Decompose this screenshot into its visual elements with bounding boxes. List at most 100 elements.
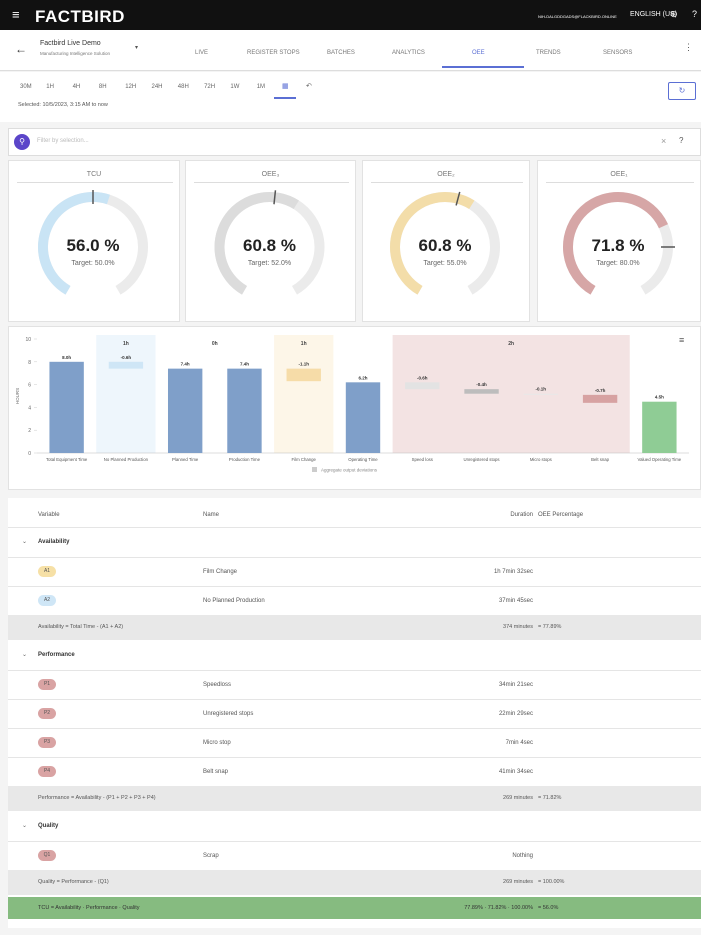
bar (345, 382, 381, 453)
bar (523, 393, 559, 395)
clear-icon[interactable]: × (661, 136, 667, 146)
value-label: 6.2h (358, 375, 367, 380)
more-icon[interactable]: ⋮ (684, 42, 693, 52)
value-label: 4.5h (655, 395, 664, 400)
variable-badge: P2 (38, 708, 56, 719)
gauge-title-rule (17, 182, 173, 183)
y-tick-label: 8 (28, 360, 31, 366)
summary-duration: 269 minutes (503, 795, 533, 801)
language[interactable]: ENGLISH (US) (630, 11, 678, 18)
gauge-title: TCU (86, 171, 102, 178)
row-rule (8, 586, 701, 587)
section-title[interactable]: Availability (38, 539, 70, 545)
value-label: -0.6h (121, 355, 132, 360)
summary-percentage: = 77.89% (538, 624, 562, 630)
row-rule (8, 728, 701, 729)
back-arrow[interactable]: ← (15, 42, 27, 56)
gauge-card: OEE₁ 71.8 % Target: 80.0% (537, 160, 701, 322)
x-tick-label: Total Equipment Time (46, 457, 88, 462)
total-factors: 77.89% · 71.82% · 100.00% (464, 905, 533, 911)
time-button[interactable]: 4H (72, 84, 81, 90)
section-title[interactable]: Quality (38, 823, 59, 829)
section-chevron[interactable]: ⌄ (22, 539, 28, 545)
variable-badge: P4 (38, 766, 56, 777)
help-icon[interactable]: ? (692, 9, 698, 19)
row-duration: 37min 45sec (498, 598, 533, 604)
row-name: Scrap (203, 853, 219, 859)
chart-card: 1h 0h 1h 2h 0 2 4 6 8 10 HOURS 8.0h Total Equipment … (8, 326, 701, 490)
calendar-button[interactable]: ▦ (282, 83, 289, 90)
menu-icon[interactable]: ≡ (12, 7, 20, 22)
nav-tab[interactable]: ANALYTICS (392, 50, 425, 56)
variable-badge: P1 (38, 679, 56, 690)
group-band (392, 335, 630, 453)
nav-tab[interactable]: OEE (472, 50, 485, 56)
column-header: Variable (38, 512, 60, 518)
gauge-target: Target: 80.0% (596, 260, 639, 267)
summary-percentage: = 71.82% (538, 795, 562, 801)
section-chevron[interactable]: ⌄ (22, 652, 28, 658)
gauge-title: OEE₁ (610, 171, 628, 178)
search-icon[interactable]: ⚲ (14, 134, 30, 150)
summary-formula: Availability = Total Time - (A1 + A2) (38, 624, 124, 630)
time-button[interactable]: 24H (151, 84, 163, 90)
oee-table: Variable Name Duration OEE Percentage ⌄ Avail… (8, 498, 701, 928)
gauge: 71.8 % Target: 80.0% (563, 192, 675, 295)
bar (167, 368, 203, 453)
active-tab-indicator (442, 66, 524, 68)
summary-row: Quality = Performance - (Q1) 269 minutes =… (8, 870, 701, 895)
time-button[interactable]: 1M (256, 84, 266, 90)
bar (464, 389, 499, 394)
site-title[interactable]: Factbird Live Demo (40, 40, 101, 47)
time-button[interactable]: 8H (98, 84, 107, 90)
waterfall-chart: 1h 0h 1h 2h 0 2 4 6 8 10 HOURS 8.0h Total Equipment … (15, 335, 689, 473)
summary-row: Availability = Total Time - (A1 + A2) 374… (8, 615, 701, 640)
chart-menu[interactable]: ≡ (679, 335, 685, 345)
x-tick-label: Planned Time (172, 457, 199, 462)
nav-tab[interactable]: TRENDS (536, 50, 561, 56)
group-label: 0h (212, 341, 218, 347)
time-button[interactable]: 1H (46, 84, 54, 90)
x-tick-label: Operating Time (348, 457, 378, 462)
time-button[interactable]: 1W (230, 84, 240, 90)
dropdown-icon[interactable]: ▾ (135, 45, 139, 51)
time-button[interactable]: 48H (177, 84, 189, 90)
section-chevron[interactable]: ⌄ (22, 823, 28, 829)
calendar-underline (274, 97, 296, 99)
gauge-title-rule (546, 182, 694, 183)
top-bar: ≡ FACTBIRD NIH-DALGDDGADS@FLACKBIRD.ONLI… (0, 0, 701, 30)
x-tick-label: Valued Operating Time (638, 457, 682, 462)
summary-formula: Performance = Availability - (P1 + P2 + … (38, 795, 156, 801)
gauge-target-tick (273, 190, 277, 205)
row-rule (8, 527, 701, 528)
row-rule (8, 699, 701, 700)
variable-badge: P3 (38, 737, 56, 748)
refresh-button[interactable]: ↻ (668, 82, 696, 100)
nav-tab[interactable]: BATCHES (327, 50, 355, 56)
section-title[interactable]: Performance (38, 652, 75, 658)
help-icon[interactable]: ? (679, 136, 684, 145)
x-tick-label: Production Time (229, 457, 261, 462)
bar (49, 361, 84, 453)
row-duration: 1h 7min 32sec (493, 569, 533, 575)
summary-duration: 269 minutes (503, 879, 533, 885)
globe-icon[interactable]: ⊕ (670, 9, 678, 19)
gauge-value-arc (563, 192, 669, 295)
bar (642, 401, 677, 453)
nav-tab[interactable]: LIVE (195, 50, 209, 56)
gauge-target: Target: 55.0% (423, 260, 466, 267)
logo[interactable]: FACTBIRD (35, 7, 125, 26)
nav-tab[interactable]: REGISTER STOPS (247, 50, 300, 56)
y-tick-label: 4 (28, 405, 31, 411)
time-button[interactable]: 72H (204, 84, 216, 90)
back-button[interactable]: ↶ (306, 83, 312, 90)
time-button[interactable]: 12H (125, 84, 137, 90)
x-tick-label: Film Change (292, 457, 317, 462)
time-button[interactable]: 30M (20, 84, 32, 90)
gauge-title: OEE₃ (261, 171, 280, 178)
user-email[interactable]: NIH-DALGDDGADS@FLACKBIRD.ONLINE (538, 14, 617, 19)
nav-tab[interactable]: SENSORS (603, 50, 633, 56)
search-placeholder[interactable]: Filter by selection... (37, 138, 89, 144)
variable-badge: A2 (38, 595, 56, 606)
x-tick-label: Belt snap (591, 457, 610, 462)
